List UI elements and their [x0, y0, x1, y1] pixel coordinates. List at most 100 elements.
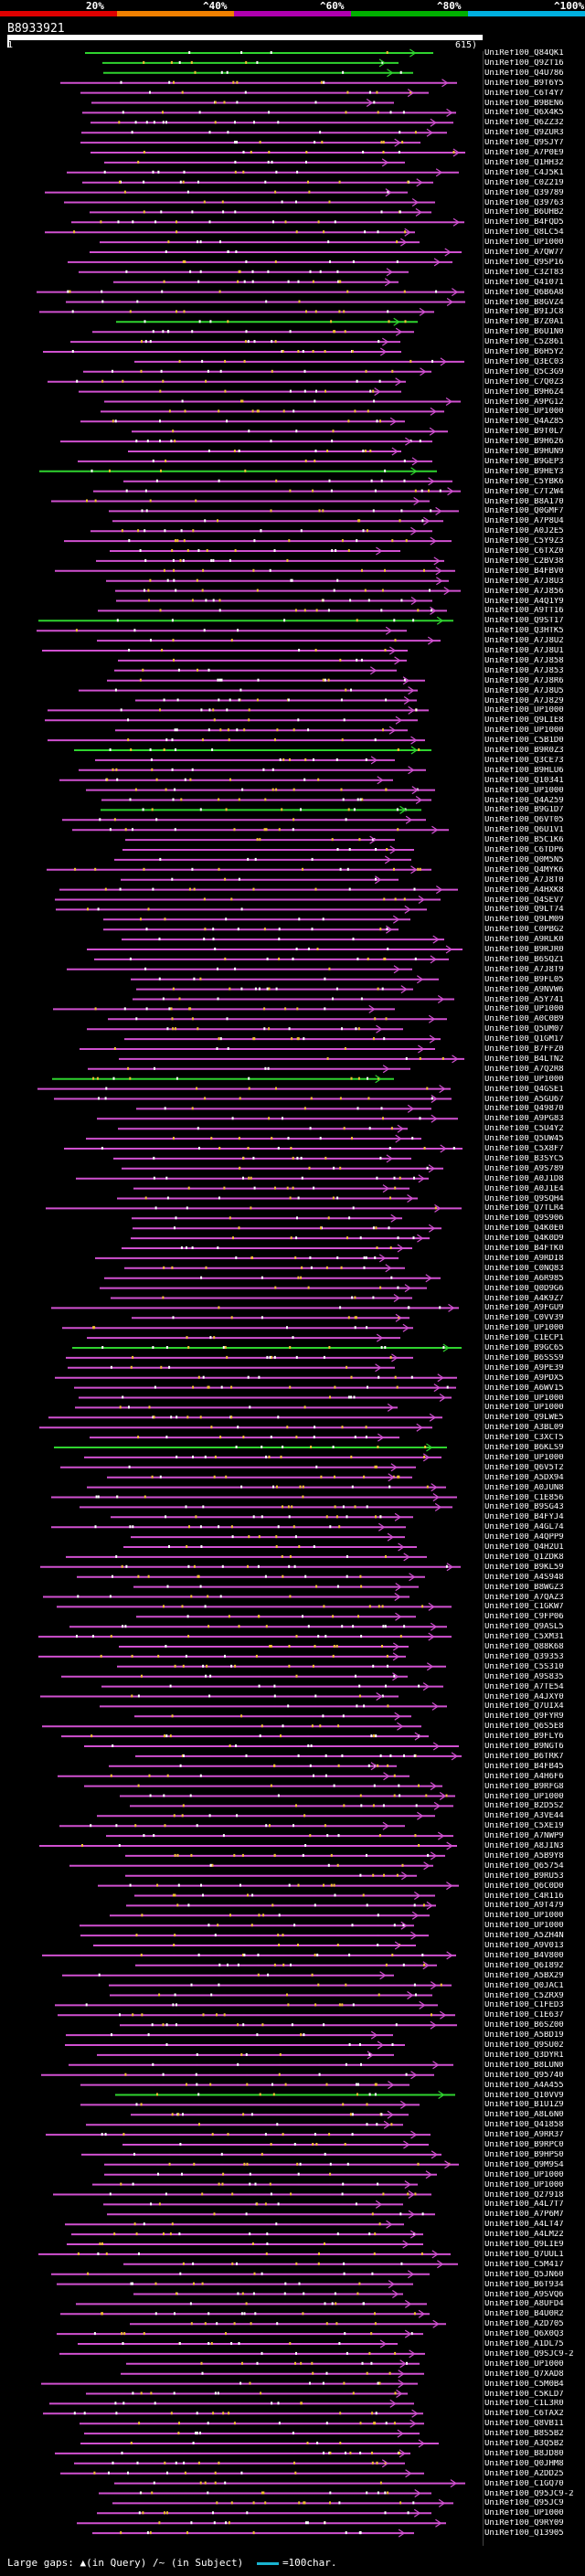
- hit-label[interactable]: UniRef100_A9SVQ6: [484, 2290, 564, 2299]
- hit-label[interactable]: UniRef100_Q84QK1: [484, 49, 564, 58]
- hit-label[interactable]: UniRef100_A5BD19: [484, 2031, 564, 2041]
- hit-label[interactable]: UniRef100_UP1000: [484, 1005, 564, 1014]
- hit-label[interactable]: UniRef100_A7P0E9: [484, 149, 564, 157]
- hit-label[interactable]: UniRef100_A9TT16: [484, 607, 564, 616]
- hit-label[interactable]: UniRef100_B8WGZ3: [484, 1583, 564, 1592]
- hit-label[interactable]: UniRef100_A4S948: [484, 1573, 564, 1582]
- hit-label[interactable]: UniRef100_B9FL05: [484, 975, 564, 984]
- hit-label[interactable]: UniRef100_B7Z0A1: [484, 318, 564, 327]
- hit-label[interactable]: UniRef100_C5U4Y2: [484, 1125, 564, 1134]
- hit-label[interactable]: UniRef100_Q9SJY7: [484, 139, 564, 148]
- hit-label[interactable]: UniRef100_A0C0B9: [484, 1015, 564, 1024]
- hit-label[interactable]: UniRef100_Q9ASL5: [484, 1623, 564, 1632]
- hit-label[interactable]: UniRef100_Q6ZZ32: [484, 119, 564, 128]
- hit-label[interactable]: UniRef100_A7TE54: [484, 1682, 564, 1691]
- hit-label[interactable]: UniRef100_B5C1K6: [484, 836, 564, 845]
- hit-label[interactable]: UniRef100_UP1000: [484, 2170, 564, 2179]
- hit-label[interactable]: UniRef100_C9FP06: [484, 1613, 564, 1622]
- hit-label[interactable]: UniRef100_Q0M5N5: [484, 855, 564, 864]
- hit-label[interactable]: UniRef100_C5B1D0: [484, 737, 564, 746]
- hit-label[interactable]: UniRef100_A7QAZ3: [484, 1593, 564, 1602]
- hit-label[interactable]: UniRef100_A4LM22: [484, 2231, 564, 2240]
- hit-label[interactable]: UniRef100_Q4U786: [484, 69, 564, 78]
- hit-label[interactable]: UniRef100_Q9S906: [484, 1214, 564, 1224]
- hit-label[interactable]: UniRef100_B7FFZ0: [484, 1045, 564, 1054]
- hit-label[interactable]: UniRef100_A0J1E4: [484, 1184, 564, 1193]
- hit-label[interactable]: UniRef100_A7J856: [484, 587, 564, 596]
- hit-label[interactable]: UniRef100_C4R116: [484, 1892, 564, 1901]
- hit-label[interactable]: UniRef100_A6WV15: [484, 1383, 564, 1393]
- hit-label[interactable]: UniRef100_A2DD25: [484, 2469, 564, 2478]
- hit-label[interactable]: UniRef100_Q4K0E0: [484, 1224, 564, 1234]
- hit-label[interactable]: UniRef100_C1ECP1: [484, 1334, 564, 1343]
- hit-label[interactable]: UniRef100_Q9SJC9-2: [484, 2349, 574, 2359]
- hit-label[interactable]: UniRef100_Q0D9G6: [484, 1284, 564, 1293]
- hit-label[interactable]: UniRef100_Q0JHM8: [484, 2459, 564, 2468]
- hit-label[interactable]: UniRef100_Q4AZ85: [484, 418, 564, 427]
- hit-label[interactable]: UniRef100_A2D705: [484, 2320, 564, 2329]
- hit-label[interactable]: UniRef100_B4FQD5: [484, 218, 564, 228]
- hit-label[interactable]: UniRef100_A9NVW6: [484, 985, 564, 994]
- hit-label[interactable]: UniRef100_B9T6Y5: [484, 79, 564, 88]
- hit-label[interactable]: UniRef100_Q9LT74: [484, 906, 564, 915]
- hit-label[interactable]: UniRef100_UP1000: [484, 786, 564, 795]
- hit-label[interactable]: UniRef100_C5ZRX9: [484, 1991, 564, 2000]
- hit-label[interactable]: UniRef100_Q95JC9-2: [484, 2489, 574, 2498]
- hit-label[interactable]: UniRef100_B9SG43: [484, 1503, 564, 1512]
- hit-label[interactable]: UniRef100_B6H5Y2: [484, 348, 564, 356]
- hit-label[interactable]: UniRef100_Q8LC54: [484, 228, 564, 238]
- hit-label[interactable]: UniRef100_B9HEY3: [484, 467, 564, 476]
- hit-label[interactable]: UniRef100_A4HXK8: [484, 885, 564, 895]
- hit-label[interactable]: UniRef100_A8L6N0: [484, 2111, 564, 2120]
- hit-label[interactable]: UniRef100_A0J2E5: [484, 527, 564, 536]
- hit-label[interactable]: UniRef100_A8JIN3: [484, 1842, 564, 1850]
- hit-label[interactable]: UniRef100_A7J8U3: [484, 577, 564, 586]
- hit-label[interactable]: UniRef100_Q9ZUR3: [484, 129, 564, 138]
- hit-label[interactable]: UniRef100_UP1000: [484, 408, 564, 417]
- hit-label[interactable]: UniRef100_Q9FYR9: [484, 1712, 564, 1722]
- hit-label[interactable]: UniRef100_C1E856: [484, 1493, 564, 1502]
- hit-label[interactable]: UniRef100_B6SSS9: [484, 1353, 564, 1362]
- hit-label[interactable]: UniRef100_Q9LIE8: [484, 716, 564, 726]
- hit-label[interactable]: UniRef100_A4H6F6: [484, 1772, 564, 1781]
- hit-label[interactable]: UniRef100_B9T0L7: [484, 428, 564, 437]
- hit-label[interactable]: UniRef100_A9RLK0: [484, 936, 564, 945]
- hit-label[interactable]: UniRef100_C1E637: [484, 2011, 564, 2020]
- hit-label[interactable]: UniRef100_UP1000: [484, 1324, 564, 1333]
- hit-label[interactable]: UniRef100_C5Y9Z3: [484, 537, 564, 546]
- hit-label[interactable]: UniRef100_B1U1Z9: [484, 2101, 564, 2110]
- hit-label[interactable]: UniRef100_C5KLD7: [484, 2390, 564, 2399]
- hit-label[interactable]: UniRef100_C5S310: [484, 1662, 564, 1671]
- hit-label[interactable]: UniRef100_B4LTN2: [484, 1055, 564, 1064]
- hit-label[interactable]: UniRef100_B3SYC5: [484, 1154, 564, 1163]
- hit-label[interactable]: UniRef100_UP1000: [484, 1922, 564, 1931]
- hit-label[interactable]: UniRef100_Q4GSE1: [484, 1085, 564, 1094]
- hit-label[interactable]: UniRef100_UP1000: [484, 2509, 564, 2518]
- hit-label[interactable]: UniRef100_B9RFG8: [484, 1782, 564, 1791]
- hit-label[interactable]: UniRef100_A4QPP9: [484, 1533, 564, 1542]
- hit-label[interactable]: UniRef100_Q6B6A8: [484, 288, 564, 297]
- hit-label[interactable]: UniRef100_Q9RY09: [484, 2519, 564, 2528]
- hit-label[interactable]: UniRef100_C0VV39: [484, 1314, 564, 1323]
- hit-label[interactable]: UniRef100_B4FB45: [484, 1762, 564, 1771]
- hit-label[interactable]: UniRef100_Q9LWE5: [484, 1414, 564, 1423]
- hit-label[interactable]: UniRef100_B8GVZ4: [484, 298, 564, 307]
- hit-label[interactable]: UniRef100_B9GEP3: [484, 457, 564, 466]
- hit-label[interactable]: UniRef100_C7Q0Z3: [484, 377, 564, 387]
- hit-label[interactable]: UniRef100_A7J8R6: [484, 676, 564, 685]
- hit-label[interactable]: UniRef100_A8UFD4: [484, 2300, 564, 2309]
- hit-label[interactable]: UniRef100_B6U1N0: [484, 328, 564, 337]
- hit-label[interactable]: UniRef100_Q9LIE9: [484, 2241, 564, 2249]
- hit-label[interactable]: UniRef100_Q95JC9: [484, 2499, 564, 2508]
- hit-label[interactable]: UniRef100_A1DL75: [484, 2340, 564, 2348]
- hit-label[interactable]: UniRef100_A7P6M7: [484, 2210, 564, 2220]
- hit-label[interactable]: UniRef100_A5GU67: [484, 1095, 564, 1104]
- hit-label[interactable]: UniRef100_B8LUN0: [484, 2061, 564, 2070]
- hit-label[interactable]: UniRef100_B6T934: [484, 2280, 564, 2289]
- hit-label[interactable]: UniRef100_Q6X0Q3: [484, 2330, 564, 2339]
- hit-label[interactable]: UniRef100_Q9SQH4: [484, 1194, 564, 1203]
- hit-label[interactable]: UniRef100_UP1000: [484, 1075, 564, 1084]
- hit-label[interactable]: UniRef100_B9BEN6: [484, 99, 564, 108]
- hit-label[interactable]: UniRef100_B9KL59: [484, 1563, 564, 1572]
- hit-label[interactable]: UniRef100_Q27918: [484, 2190, 564, 2200]
